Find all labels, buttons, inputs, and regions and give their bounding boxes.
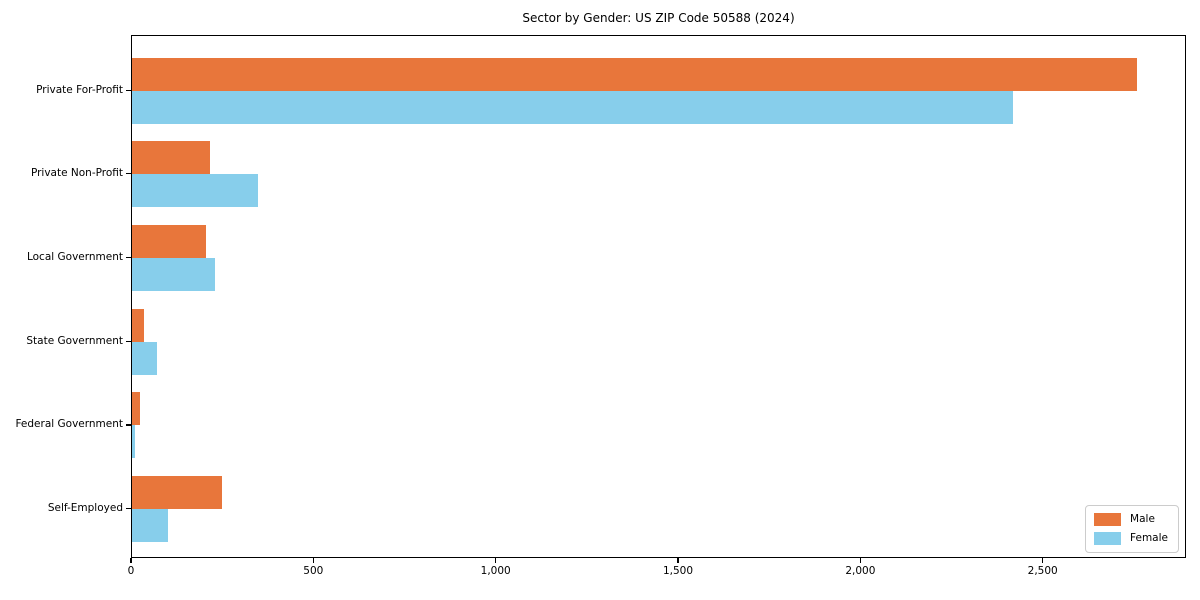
x-axis-label-1: 500 — [303, 565, 324, 577]
y-axis-label-4: Federal Government — [15, 418, 123, 431]
x-axis-label-0: 0 — [127, 565, 135, 577]
y-tick-mark — [126, 508, 131, 510]
x-tick-mark — [495, 558, 497, 563]
y-tick-mark — [126, 340, 131, 342]
bar-male-3 — [132, 308, 144, 342]
bar-male-5 — [132, 476, 223, 509]
x-tick-mark — [859, 558, 862, 563]
bar-female-5 — [132, 509, 169, 542]
legend-item-male: Male — [1094, 513, 1168, 526]
y-axis-label-3: State Government — [26, 334, 123, 347]
plot-area: Male Female — [131, 35, 1186, 558]
bar-female-1 — [132, 174, 258, 208]
x-axis-label-5: 2,500 — [1027, 565, 1058, 577]
x-axis-label-2: 1,000 — [480, 565, 511, 577]
x-tick-mark — [130, 558, 132, 563]
y-tick-mark — [126, 173, 131, 175]
y-tick-mark — [126, 256, 131, 259]
legend-swatch-male — [1094, 513, 1122, 526]
bar-male-1 — [132, 141, 210, 175]
x-axis-label-3: 1,500 — [662, 565, 694, 577]
y-axis-label-2: Local Government — [26, 250, 123, 263]
y-tick-mark — [126, 424, 131, 426]
bar-male-0 — [132, 57, 1137, 91]
bar-female-2 — [132, 257, 216, 291]
y-axis-label-0: Private For-Profit — [36, 83, 123, 96]
x-tick-mark — [312, 558, 315, 563]
y-axis-label-5: Self-Employed — [47, 502, 123, 514]
x-tick-mark — [677, 558, 679, 563]
y-tick-mark — [126, 89, 131, 91]
bar-female-3 — [132, 341, 157, 375]
bar-female-4 — [132, 425, 136, 459]
legend: Male Female — [1085, 505, 1179, 553]
legend-swatch-female — [1094, 532, 1122, 545]
legend-label-male: Male — [1130, 513, 1155, 525]
x-axis-label-4: 2,000 — [845, 565, 876, 577]
legend-label-female: Female — [1130, 532, 1168, 544]
bar-male-2 — [132, 224, 206, 258]
y-axis-label-1: Private Non-Profit — [30, 167, 123, 180]
bar-male-4 — [132, 392, 140, 426]
legend-item-female: Female — [1094, 532, 1168, 545]
chart-title: Sector by Gender: US ZIP Code 50588 (202… — [522, 11, 795, 25]
bar-female-0 — [132, 90, 1014, 124]
x-tick-mark — [1042, 558, 1044, 563]
